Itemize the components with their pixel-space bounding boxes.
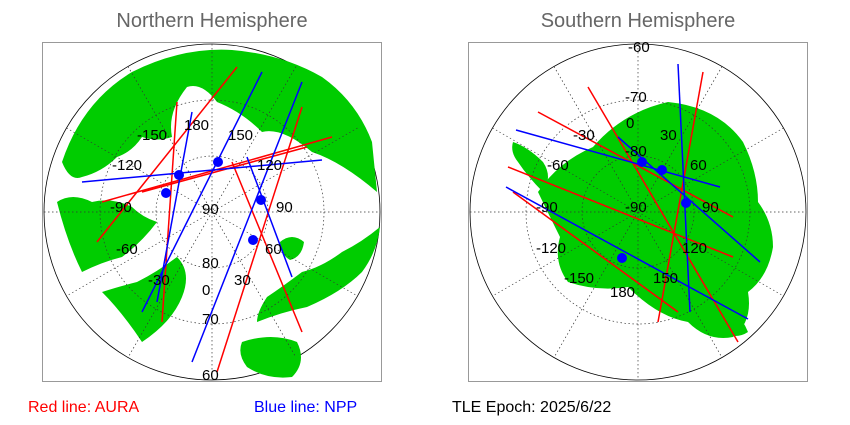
south-npp-track bbox=[505, 186, 749, 320]
south-meridian-120 bbox=[492, 127, 784, 297]
south-lon-label: -120 bbox=[536, 240, 566, 257]
north-aura-track bbox=[161, 101, 178, 323]
tle-epoch-label: TLE Epoch: 2025/6/22 bbox=[452, 399, 612, 416]
south-lat-label: -70 bbox=[625, 89, 647, 106]
north-satellite-marker bbox=[161, 188, 171, 198]
north-satellite-marker bbox=[248, 235, 258, 245]
south-npp-track bbox=[515, 129, 721, 188]
north-lon-label: -150 bbox=[137, 127, 167, 144]
north-satellite-marker bbox=[213, 157, 223, 167]
north-npp-track bbox=[81, 159, 323, 183]
south-polar-map: 0 30 60 90 120 150 180 -150 -120 -90 -60… bbox=[468, 42, 808, 382]
south-land bbox=[512, 102, 773, 338]
north-satellite-marker bbox=[174, 170, 184, 180]
north-npp-track bbox=[191, 81, 303, 363]
north-lon-label: 150 bbox=[228, 127, 253, 144]
south-lat-label: -90 bbox=[625, 199, 647, 216]
south-lon-label: -150 bbox=[564, 270, 594, 287]
north-lon-label: -120 bbox=[112, 157, 142, 174]
npp-legend: Blue line: NPP bbox=[254, 399, 358, 416]
south-graticule bbox=[470, 44, 806, 380]
north-panel-title: Northern Hemisphere bbox=[116, 10, 308, 32]
north-lat-label: 60 bbox=[202, 367, 219, 382]
south-npp-track bbox=[677, 63, 691, 313]
north-lon-label: 120 bbox=[257, 157, 282, 174]
south-lon-label: 60 bbox=[690, 157, 707, 174]
north-npp-tracks bbox=[81, 71, 323, 363]
south-lat-labels: -90 -80 -70 -60 bbox=[625, 42, 650, 216]
north-lon-label: -30 bbox=[148, 272, 170, 289]
north-lat-label: 70 bbox=[202, 311, 219, 328]
south-satellite-positions bbox=[617, 157, 691, 263]
north-polar-map: 180 150 120 90 60 30 0 -30 -60 -90 -120 … bbox=[42, 42, 382, 382]
north-island bbox=[280, 237, 304, 260]
north-lon-label: 90 bbox=[276, 199, 293, 216]
north-lon-label: -60 bbox=[116, 241, 138, 258]
south-satellite-marker bbox=[617, 253, 627, 263]
north-lon-label: 180 bbox=[184, 117, 209, 134]
south-lon-label: 90 bbox=[702, 199, 719, 216]
south-lon-label: 120 bbox=[682, 240, 707, 257]
north-npp-track bbox=[156, 111, 193, 303]
south-lon-label: 180 bbox=[610, 284, 635, 301]
north-lat-label: 80 bbox=[202, 255, 219, 272]
north-satellite-marker bbox=[256, 195, 266, 205]
north-lon-labels: 180 150 120 90 60 30 0 -30 -60 -90 -120 … bbox=[110, 117, 293, 299]
south-lat-label: -80 bbox=[625, 143, 647, 160]
south-lat-label: -60 bbox=[628, 42, 650, 56]
north-landmass-eurasia bbox=[62, 49, 377, 192]
north-meridian-120 bbox=[66, 127, 358, 297]
south-lon-label: 0 bbox=[626, 115, 634, 132]
north-aura-track bbox=[96, 66, 238, 243]
aura-legend: Red line: AURA bbox=[28, 399, 140, 416]
south-lon-label: -30 bbox=[573, 127, 595, 144]
south-aura-track bbox=[512, 191, 679, 313]
south-aura-track bbox=[537, 111, 734, 218]
north-satellite-positions bbox=[161, 157, 266, 245]
south-lon-labels: 0 30 60 90 120 150 180 -150 -120 -90 -60… bbox=[536, 115, 719, 301]
south-satellite-marker bbox=[657, 165, 667, 175]
north-aura-track bbox=[216, 106, 303, 373]
north-lon-label: 0 bbox=[202, 282, 210, 299]
north-landmass-south bbox=[240, 337, 301, 378]
south-lon-label: 30 bbox=[660, 127, 677, 144]
north-lat-labels: 90 80 70 60 bbox=[202, 201, 219, 382]
north-lon-label: -90 bbox=[110, 199, 132, 216]
south-panel-title: Southern Hemisphere bbox=[540, 10, 736, 32]
south-lon-label: -90 bbox=[536, 199, 558, 216]
south-landmass-antarctica bbox=[538, 102, 773, 338]
south-landmass-ross bbox=[706, 292, 748, 336]
south-aura-track bbox=[507, 166, 734, 258]
south-aura-track bbox=[657, 71, 704, 323]
south-satellite-marker bbox=[637, 157, 647, 167]
north-npp-track bbox=[246, 156, 293, 278]
south-lon-label: 150 bbox=[653, 270, 678, 287]
north-aura-track bbox=[231, 161, 303, 333]
south-satellite-marker bbox=[681, 198, 691, 208]
south-lon-label: -60 bbox=[547, 157, 569, 174]
north-lat-label: 90 bbox=[202, 201, 219, 218]
north-lon-label: 30 bbox=[234, 272, 251, 289]
north-landmass-america bbox=[57, 197, 157, 272]
north-lon-label: 60 bbox=[265, 241, 282, 258]
